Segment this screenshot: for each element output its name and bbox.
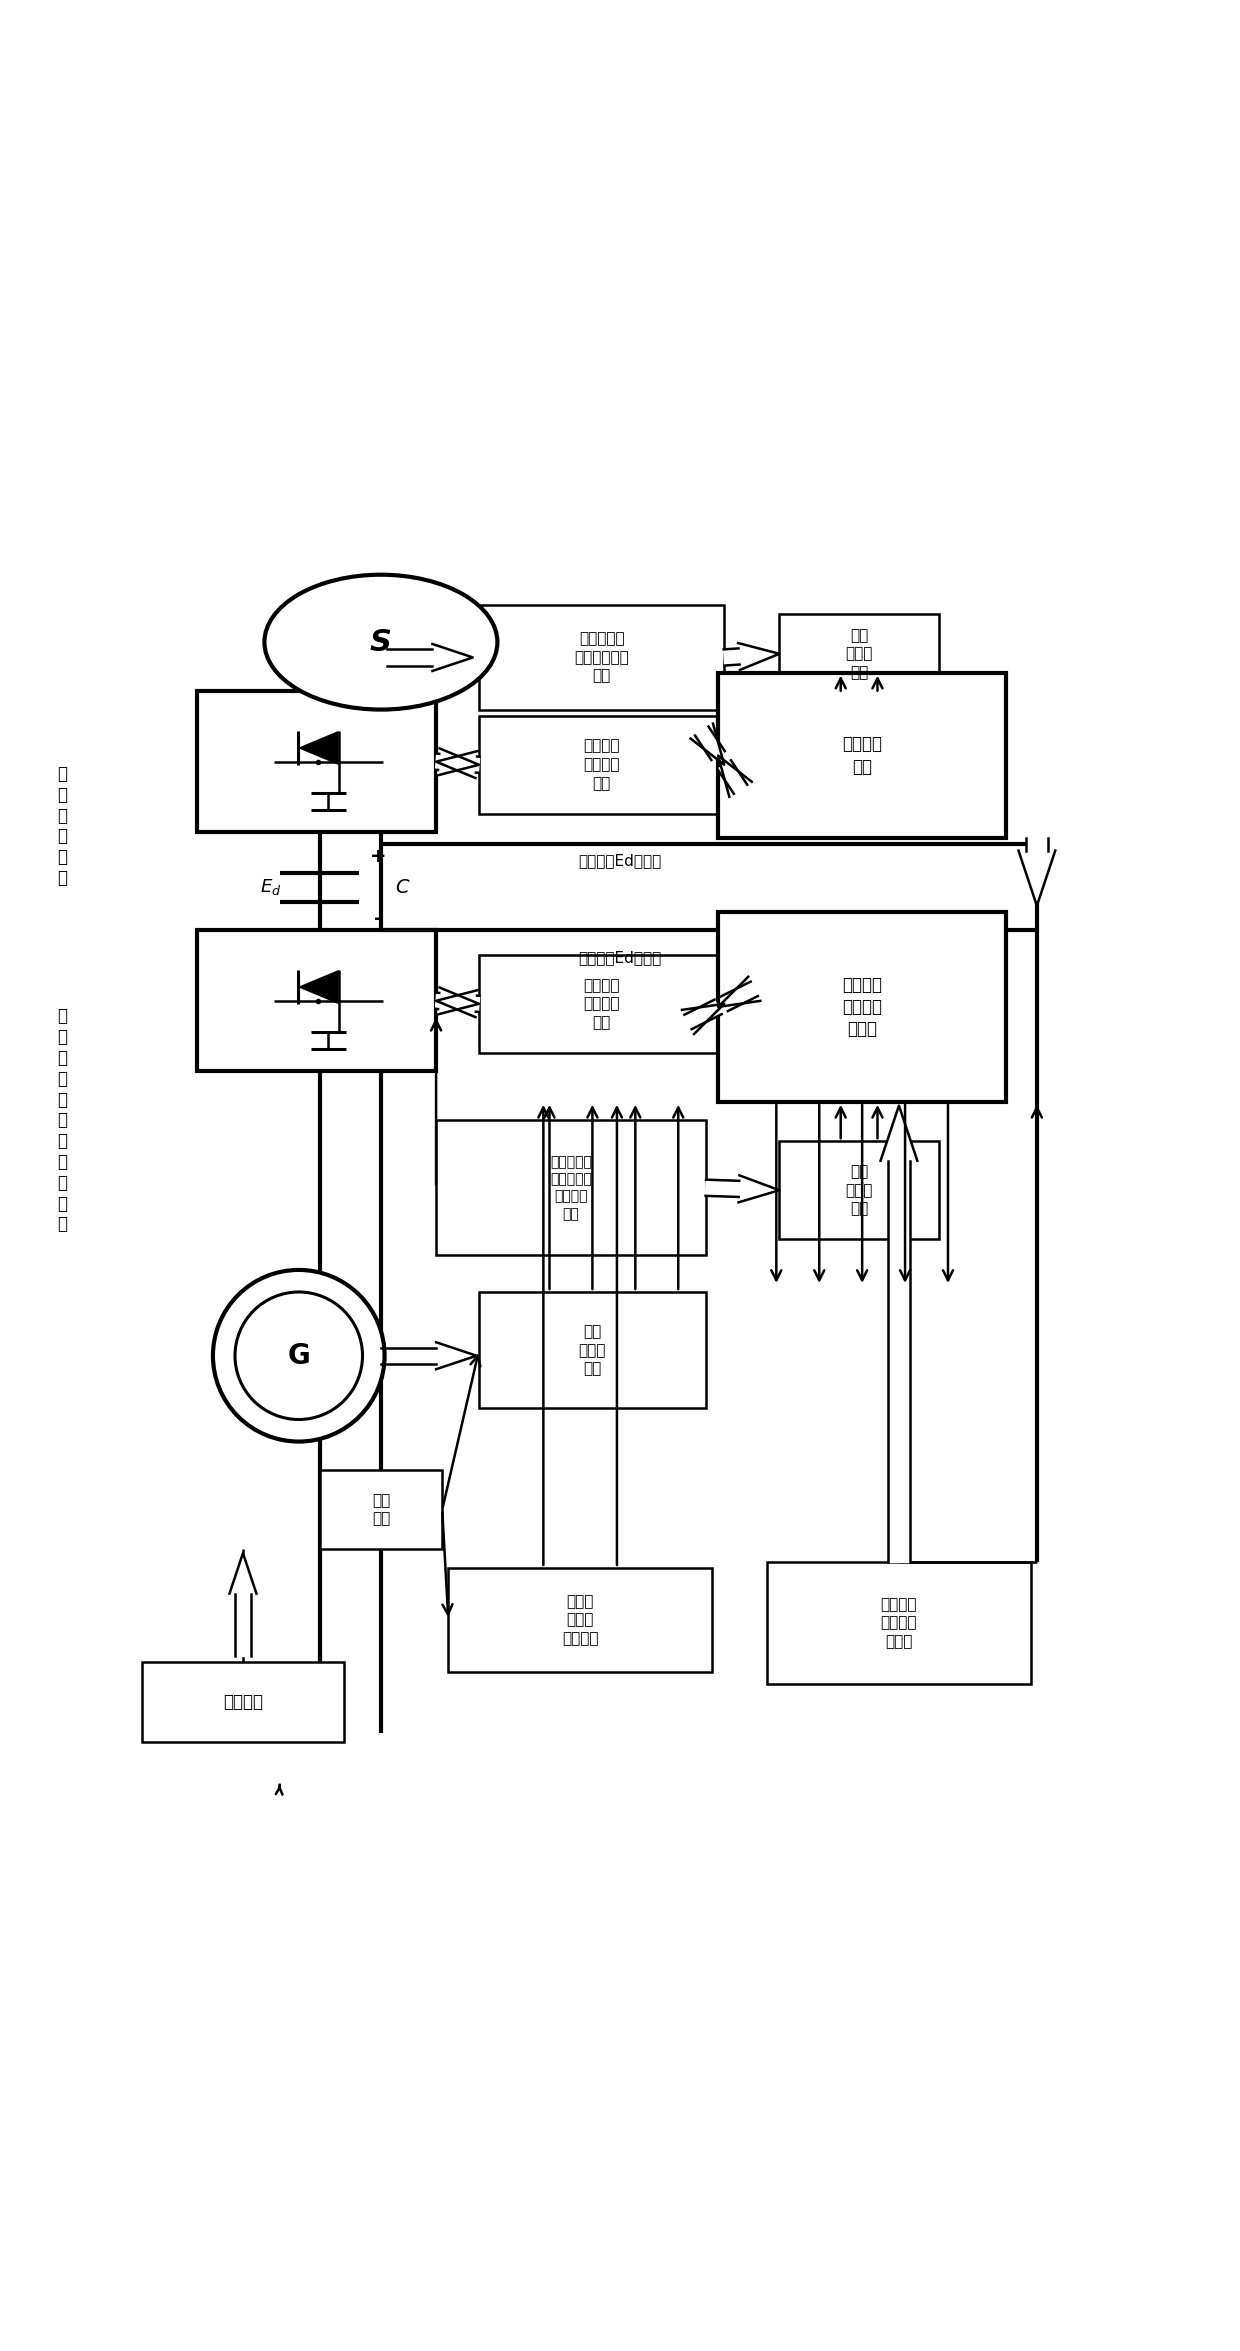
Polygon shape xyxy=(436,990,477,1018)
Text: 直流电压Ed变频器: 直流电压Ed变频器 xyxy=(578,853,662,868)
Polygon shape xyxy=(682,1004,724,1034)
Polygon shape xyxy=(1018,851,1055,905)
Bar xyxy=(479,715,724,813)
Text: 测速
发电: 测速 发电 xyxy=(372,1493,391,1526)
Polygon shape xyxy=(888,1161,910,1561)
Text: 轮桨风机: 轮桨风机 xyxy=(223,1693,263,1712)
Polygon shape xyxy=(724,649,739,665)
Text: 脉冲宽度
调制驱动
电路: 脉冲宽度 调制驱动 电路 xyxy=(583,978,620,1030)
Text: C: C xyxy=(396,877,409,896)
Ellipse shape xyxy=(264,574,497,710)
Text: 感应风力机
发电机交流
电压电流
电流: 感应风力机 发电机交流 电压电流 电流 xyxy=(551,1154,591,1220)
Text: S: S xyxy=(370,628,392,656)
Polygon shape xyxy=(718,759,748,795)
Polygon shape xyxy=(718,976,760,1006)
Polygon shape xyxy=(739,1176,780,1201)
Text: 直流电压Ed变频器: 直流电压Ed变频器 xyxy=(578,950,662,964)
Bar xyxy=(141,1662,345,1742)
Polygon shape xyxy=(438,987,479,1013)
Polygon shape xyxy=(381,1347,436,1364)
Bar xyxy=(449,1568,712,1672)
Bar xyxy=(718,912,1006,1103)
Polygon shape xyxy=(435,755,439,769)
Polygon shape xyxy=(229,1554,257,1594)
Polygon shape xyxy=(696,726,725,759)
Polygon shape xyxy=(738,644,780,670)
Polygon shape xyxy=(438,748,479,776)
Polygon shape xyxy=(476,757,480,773)
Bar xyxy=(197,691,436,832)
Bar xyxy=(320,1469,443,1549)
Text: $E_d$: $E_d$ xyxy=(260,877,281,898)
Text: 经级
前处理
电路: 经级 前处理 电路 xyxy=(846,1164,873,1215)
Polygon shape xyxy=(436,1342,476,1368)
Polygon shape xyxy=(718,755,751,797)
Bar xyxy=(479,955,724,1053)
Polygon shape xyxy=(298,971,339,1004)
Text: 脉冲宽度
调制驱动
电路: 脉冲宽度 调制驱动 电路 xyxy=(583,738,620,790)
Polygon shape xyxy=(720,983,758,1011)
Text: G: G xyxy=(288,1342,310,1371)
Bar xyxy=(718,672,1006,839)
Polygon shape xyxy=(433,644,472,670)
Text: 电网侧变流
器交流电压、
电流: 电网侧变流 器交流电压、 电流 xyxy=(574,632,629,684)
Text: 电网侧控
制器: 电网侧控 制器 xyxy=(842,736,882,776)
Polygon shape xyxy=(435,992,439,1009)
Polygon shape xyxy=(234,1594,250,1655)
Text: 电
网
侧
变
换
器: 电 网 侧 变 换 器 xyxy=(57,764,67,886)
Bar xyxy=(479,604,724,710)
Bar xyxy=(780,614,939,694)
Polygon shape xyxy=(298,731,339,764)
Text: 矢量控制
制行控制
制方法: 矢量控制 制行控制 制方法 xyxy=(880,1596,918,1648)
Text: +: + xyxy=(370,846,386,865)
Text: -: - xyxy=(373,907,382,929)
Polygon shape xyxy=(387,649,433,665)
Bar xyxy=(436,1121,706,1255)
Text: 感
应
风
力
发
电
机
侧
变
换
器: 感 应 风 力 发 电 机 侧 变 换 器 xyxy=(57,1006,67,1234)
Bar xyxy=(768,1561,1030,1683)
Text: 阻抗
转子变
换器: 阻抗 转子变 换器 xyxy=(579,1324,606,1375)
Polygon shape xyxy=(684,999,722,1030)
Circle shape xyxy=(213,1270,384,1441)
Polygon shape xyxy=(476,994,480,1011)
Polygon shape xyxy=(691,724,724,764)
Polygon shape xyxy=(1025,839,1048,851)
Polygon shape xyxy=(436,750,477,778)
Text: 最优功
率跟踪
控制策略: 最优功 率跟踪 控制策略 xyxy=(562,1594,599,1646)
Bar xyxy=(780,1140,939,1239)
Bar xyxy=(479,1293,706,1408)
Polygon shape xyxy=(706,1180,739,1197)
Text: 感应风力
发电机侧
控制器: 感应风力 发电机侧 控制器 xyxy=(842,976,882,1039)
Polygon shape xyxy=(880,1105,918,1161)
Text: 经级
前处理
电路: 经级 前处理 电路 xyxy=(846,628,873,679)
Bar xyxy=(197,931,436,1072)
Circle shape xyxy=(236,1293,362,1420)
